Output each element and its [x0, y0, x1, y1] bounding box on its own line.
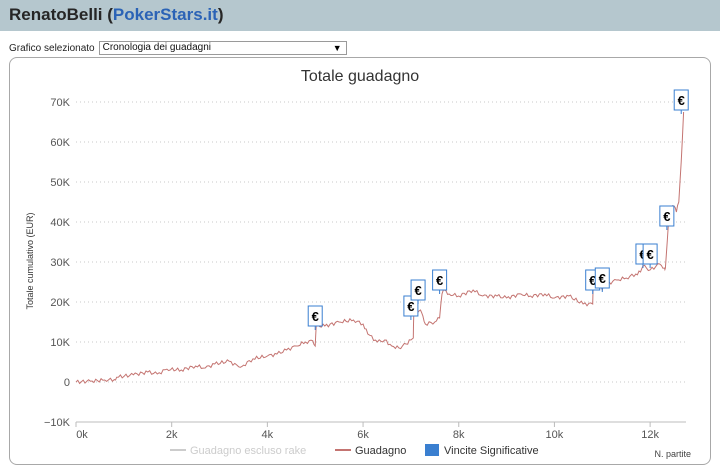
y-axis-label: Totale cumulativo (EUR) — [25, 212, 35, 309]
chart-panel: Totale guadagno Totale cumulativo (EUR) … — [9, 57, 711, 465]
y-tick-label: 0 — [64, 377, 70, 389]
x-tick-label: 2k — [166, 429, 178, 441]
significant-win-marker[interactable]: € — [410, 279, 426, 304]
axes: −10K 0 10K 20K 30K 40K 50K 60K 70K 0k 2k 4k 6k 8k 10k 1… — [44, 97, 686, 441]
significant-win-markers: €€€€€€€€€€ — [307, 89, 689, 330]
legend-label-rake: Guadagno escluso rake — [190, 445, 306, 457]
significant-win-marker[interactable]: € — [432, 269, 448, 294]
y-tick-label: 30K — [50, 257, 70, 269]
y-tick-label: 50K — [50, 177, 70, 189]
earnings-chart: Totale guadagno Totale cumulativo (EUR) … — [25, 68, 691, 459]
chart-title: Totale guadagno — [301, 68, 419, 85]
series-line-guadagno — [75, 111, 685, 385]
significant-win-marker[interactable]: € — [642, 243, 658, 268]
legend-item-significant[interactable]: Vincite Significative — [425, 444, 539, 457]
euro-icon: € — [599, 271, 606, 286]
euro-icon: € — [589, 273, 596, 288]
euro-icon: € — [414, 283, 421, 298]
x-tick-label: 6k — [357, 429, 369, 441]
series-lines — [75, 111, 685, 385]
x-tick-label: 4k — [262, 429, 274, 441]
y-tick-label: 40K — [50, 217, 70, 229]
euro-icon: € — [407, 299, 414, 314]
paren-close: ) — [217, 5, 224, 24]
x-axis-label: N. partite — [654, 449, 691, 459]
site-name: PokerStars.it — [112, 5, 218, 24]
player-title: RenatoBelli (PokerStars.it) — [9, 5, 223, 25]
euro-icon: € — [436, 273, 443, 288]
grid-lines — [76, 101, 686, 423]
y-tick-label: 60K — [50, 137, 70, 149]
legend: Guadagno escluso rake Guadagno Vincite S… — [170, 444, 539, 457]
significant-win-marker[interactable]: € — [673, 89, 689, 114]
paren-open: ( — [102, 5, 113, 24]
x-tick-label: 12k — [641, 429, 659, 441]
chevron-down-icon: ▼ — [332, 43, 342, 53]
significant-win-marker[interactable]: € — [307, 305, 323, 330]
y-tick-label: 20K — [50, 297, 70, 309]
euro-icon: € — [647, 247, 654, 262]
euro-icon: € — [663, 209, 670, 224]
legend-label-gain: Guadagno — [355, 445, 406, 457]
x-tick-label: 0k — [76, 429, 88, 441]
chart-selector-row: Grafico selezionato Cronologia dei guada… — [9, 41, 347, 55]
significant-win-marker[interactable]: € — [659, 205, 675, 230]
header-bar: RenatoBelli (PokerStars.it) — [0, 0, 720, 31]
significant-win-marker[interactable]: € — [594, 267, 610, 292]
y-tick-label: −10K — [44, 417, 71, 429]
euro-icon: € — [678, 93, 685, 108]
euro-icon: € — [312, 309, 319, 324]
legend-label-significant: Vincite Significative — [444, 445, 539, 457]
selector-label: Grafico selezionato — [9, 42, 95, 54]
player-name: RenatoBelli — [9, 5, 103, 24]
y-tick-label: 10K — [50, 337, 70, 349]
chart-select-dropdown[interactable]: Cronologia dei guadagni ▼ — [98, 41, 347, 55]
legend-box-significant — [425, 444, 439, 456]
y-tick-label: 70K — [50, 97, 70, 109]
selected-chart-value: Cronologia dei guadagni — [102, 42, 212, 53]
x-tick-label: 10k — [546, 429, 564, 441]
legend-item-rake[interactable]: Guadagno escluso rake — [170, 445, 306, 457]
x-tick-label: 8k — [453, 429, 465, 441]
legend-item-gain[interactable]: Guadagno — [335, 445, 406, 457]
